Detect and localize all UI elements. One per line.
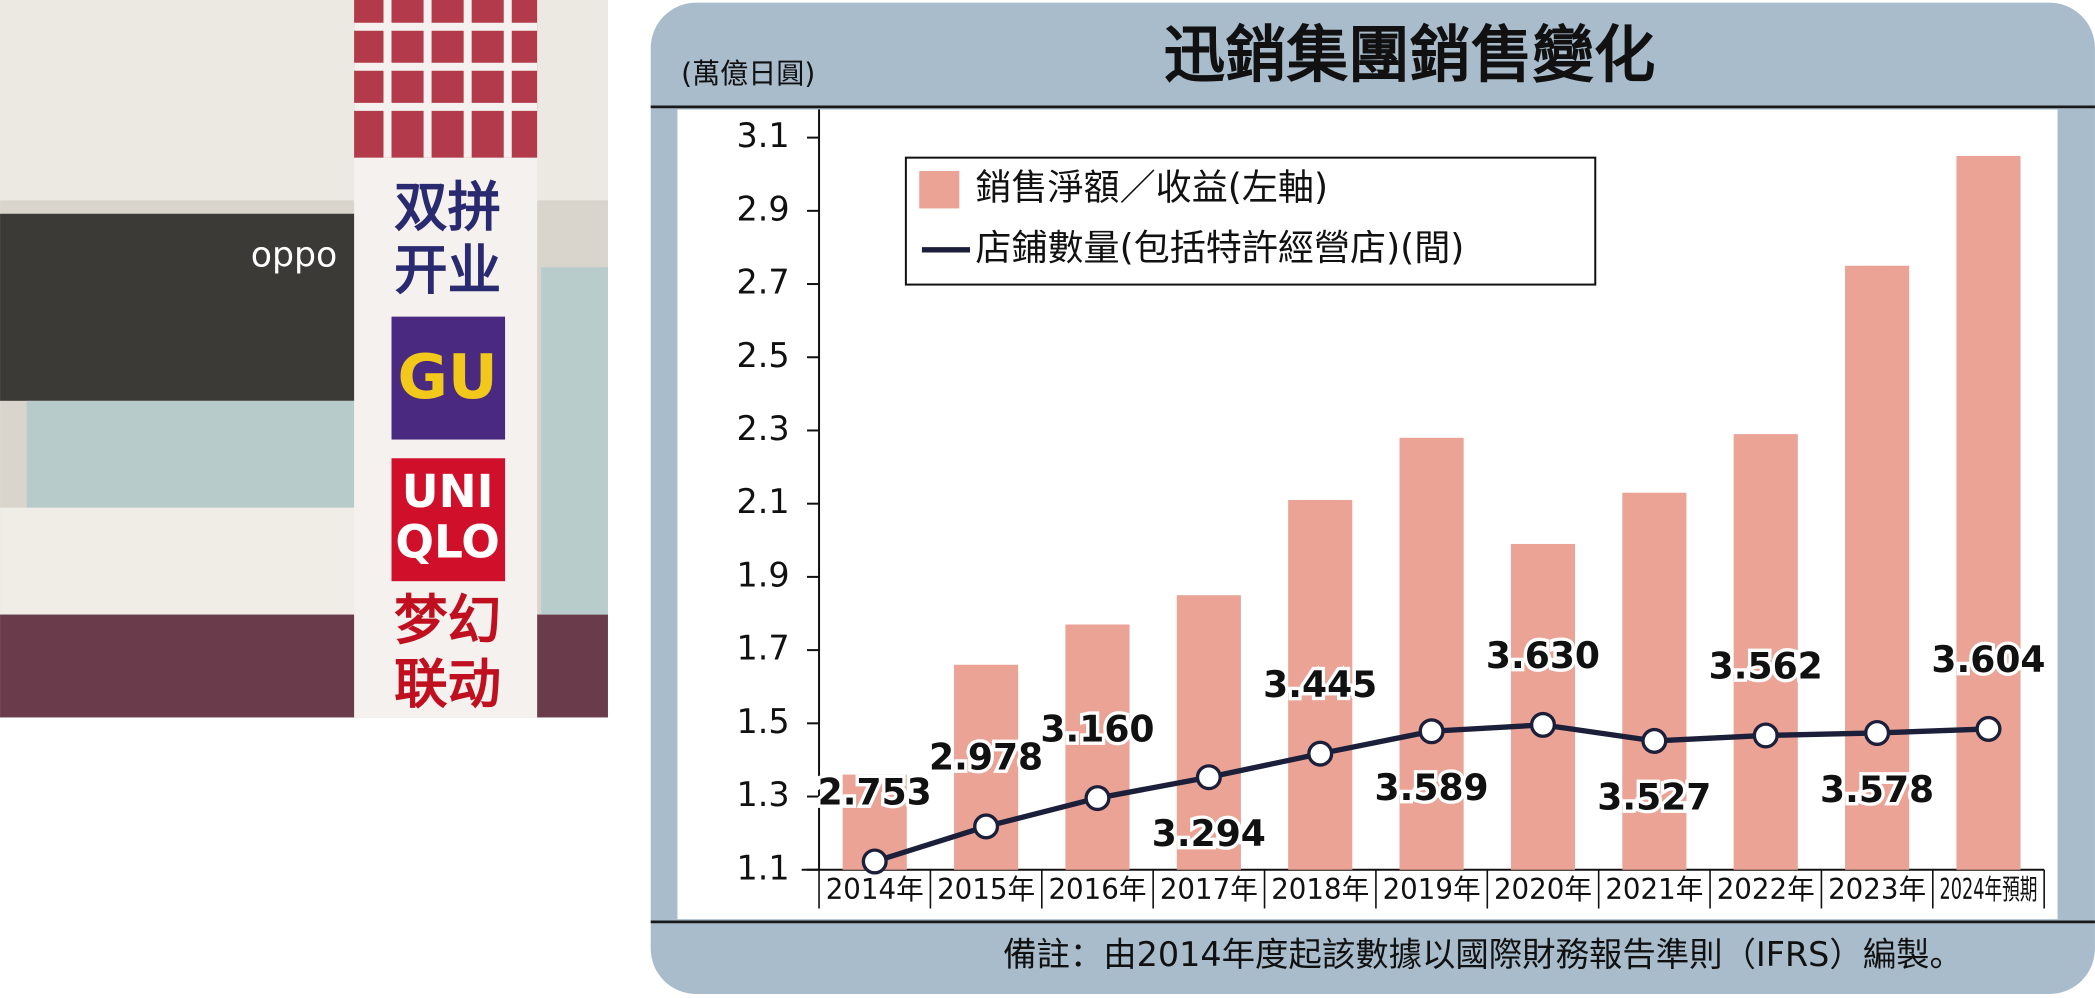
x-tick-label: 2017年 bbox=[1160, 873, 1258, 906]
bar bbox=[1065, 624, 1130, 870]
y-tick-label: 2.5 bbox=[737, 336, 790, 375]
banner-word: QLO bbox=[395, 516, 500, 569]
x-tick-label: 2020年 bbox=[1494, 873, 1592, 906]
x-tick-label: 2024年預期 bbox=[1939, 873, 2037, 906]
bar bbox=[1176, 595, 1241, 870]
store-marker bbox=[1975, 715, 2002, 742]
sign-text: oppo bbox=[251, 236, 338, 276]
x-tick-label: 2016年 bbox=[1048, 873, 1146, 906]
x-tick-label: 2019年 bbox=[1383, 873, 1481, 906]
uniqlo-box bbox=[391, 458, 506, 582]
y-tick-label: 1.3 bbox=[737, 775, 790, 814]
legend-box bbox=[904, 156, 1597, 286]
store-label: 3.630 bbox=[1486, 635, 1600, 677]
banner-word: 梦幻 bbox=[394, 589, 501, 652]
x-tick-label: 2023年 bbox=[1828, 873, 1926, 906]
store-marker bbox=[1864, 719, 1891, 747]
banner-word: GU bbox=[397, 342, 497, 413]
store-label: 2.978 bbox=[929, 737, 1043, 779]
y-tick-label: 1.7 bbox=[737, 629, 790, 668]
store-label: 3.294 bbox=[1152, 813, 1266, 855]
x-tick-label: 2014年 bbox=[826, 873, 924, 906]
chart-title: 迅銷集團銷售變化 bbox=[1164, 20, 1656, 91]
store-label: 3.589 bbox=[1375, 767, 1489, 809]
x-tick-label: 2015年 bbox=[937, 873, 1035, 906]
y-tick-label: 2.9 bbox=[737, 189, 790, 228]
plaid-lines bbox=[354, 0, 538, 158]
note: 備註：由2014年度起該數據以國際財務報告準則（IFRS）編製。 bbox=[1003, 935, 1963, 974]
legend-label: 銷售淨額／收益(左軸) bbox=[975, 167, 1328, 209]
store-marker bbox=[1418, 718, 1445, 745]
banner-word: 联动 bbox=[394, 653, 501, 716]
store-marker bbox=[1307, 740, 1334, 767]
y-tick-label: 1.5 bbox=[737, 702, 790, 741]
store-label: 3.604 bbox=[1931, 639, 2045, 681]
store-label: 3.445 bbox=[1263, 664, 1377, 706]
legend-label: 店鋪數量(包括特許經營店)(間) bbox=[975, 227, 1464, 269]
banner-word: 双拼 bbox=[394, 176, 501, 239]
bar bbox=[1733, 434, 1798, 870]
bar bbox=[1399, 437, 1464, 870]
glass-rail bbox=[26, 400, 361, 508]
y-tick-label: 2.3 bbox=[737, 409, 790, 448]
y-axis-label: (萬億日圓) bbox=[681, 57, 815, 90]
store-marker bbox=[1195, 764, 1222, 791]
store-marker bbox=[861, 848, 888, 875]
y-tick-label: 1.1 bbox=[737, 848, 790, 887]
y-tick-label: 2.1 bbox=[737, 482, 790, 521]
right-wall bbox=[541, 267, 608, 615]
balcony bbox=[0, 507, 361, 615]
bar bbox=[1288, 500, 1353, 870]
storefront bbox=[0, 213, 361, 401]
store-label: 2.753 bbox=[818, 772, 932, 814]
store-marker bbox=[1529, 711, 1557, 738]
bar bbox=[1845, 265, 1910, 870]
store-label: 3.562 bbox=[1709, 646, 1823, 688]
x-tick-label: 2022年 bbox=[1717, 873, 1815, 906]
bar bbox=[1622, 492, 1687, 870]
store-marker bbox=[973, 813, 1000, 840]
banner-word: UNI bbox=[402, 465, 494, 518]
bar bbox=[1510, 543, 1576, 870]
gu-box bbox=[391, 316, 506, 440]
y-tick-label: 3.1 bbox=[737, 116, 790, 155]
plot: 1.1 1.3 1.5 1.7 1.9 2.1 2.3 2.5 2.7 2.9 3.1 2.7532.… bbox=[737, 109, 2049, 909]
store-marker bbox=[1084, 785, 1111, 812]
banner-word: 开业 bbox=[394, 239, 501, 302]
y-tick-label: 1.9 bbox=[737, 555, 790, 594]
y-tick-label: 2.7 bbox=[737, 263, 790, 302]
x-tick-label: 2018年 bbox=[1271, 873, 1369, 906]
store-label: 3.160 bbox=[1040, 708, 1154, 750]
x-tick-label: 2021年 bbox=[1605, 873, 1703, 906]
store-marker bbox=[1752, 722, 1779, 749]
store-label: 3.527 bbox=[1597, 777, 1711, 819]
legend-swatch bbox=[919, 171, 960, 209]
bar bbox=[1956, 155, 2021, 870]
store-marker bbox=[1641, 727, 1668, 754]
store-label: 3.578 bbox=[1820, 769, 1934, 811]
